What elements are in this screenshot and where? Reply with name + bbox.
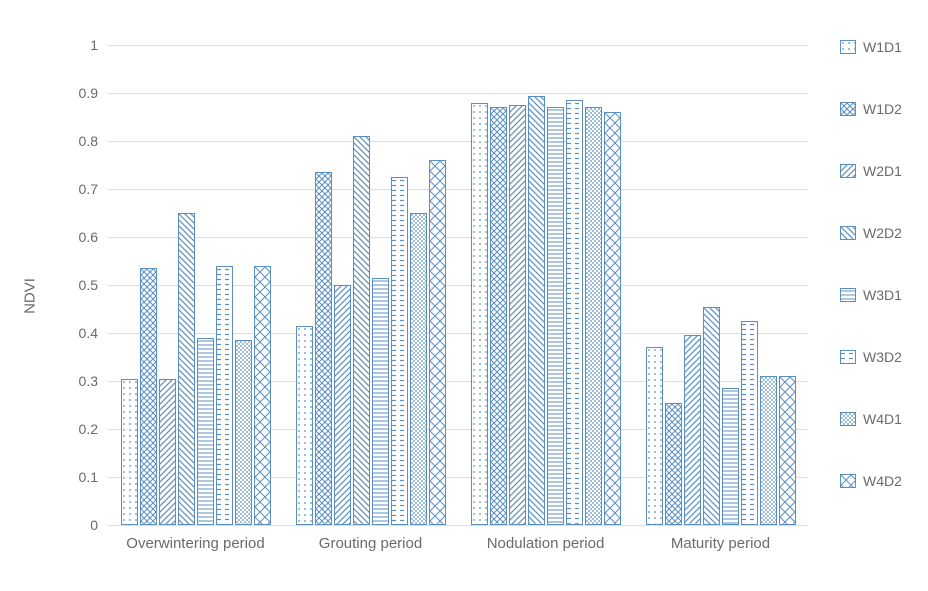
x-tick-label: Nodulation period [487,525,605,552]
bar-W1D1 [121,379,138,525]
gridline [108,189,808,190]
legend-swatch [840,474,856,488]
bar-W3D2 [391,177,408,525]
bar-W1D2 [665,403,682,525]
legend-swatch [840,288,856,302]
bar-W3D1 [372,278,389,525]
gridline [108,93,808,94]
legend-item-W4D2: W4D2 [840,474,902,488]
x-tick-label: Overwintering period [126,525,264,552]
bar-W1D1 [646,347,663,525]
bar-W2D1 [684,335,701,525]
gridline [108,45,808,46]
gridline [108,285,808,286]
bar-W1D2 [315,172,332,525]
bar-W4D2 [604,112,621,525]
legend-label: W2D1 [863,163,902,179]
legend-swatch [840,412,856,426]
bar-W4D2 [779,376,796,525]
bar-W1D2 [140,268,157,525]
legend-label: W3D1 [863,287,902,303]
bar-W2D2 [178,213,195,525]
y-axis-label: NDVI [22,278,39,314]
bar-W1D1 [296,326,313,525]
y-tick-label: 0.7 [79,181,108,197]
y-tick-label: 0.5 [79,277,108,293]
legend-label: W1D2 [863,101,902,117]
x-tick-label: Grouting period [319,525,422,552]
y-tick-label: 0.1 [79,469,108,485]
gridline [108,237,808,238]
bar-W4D1 [760,376,777,525]
plot-area: 00.10.20.30.40.50.60.70.80.91Overwinteri… [108,45,808,526]
x-tick-label: Maturity period [671,525,770,552]
legend-swatch [840,40,856,54]
legend-item-W3D1: W3D1 [840,288,902,302]
y-tick-label: 0.9 [79,85,108,101]
bar-W4D1 [585,107,602,525]
legend-label: W1D1 [863,39,902,55]
bar-W4D1 [235,340,252,525]
y-tick-label: 0.4 [79,325,108,341]
ndvi-bar-chart: NDVI 00.10.20.30.40.50.60.70.80.91Overwi… [0,0,928,591]
y-tick-label: 0.2 [79,421,108,437]
bar-W2D2 [528,96,545,525]
bar-W4D1 [410,213,427,525]
legend-item-W1D2: W1D2 [840,102,902,116]
legend-label: W4D2 [863,473,902,489]
y-tick-label: 0.6 [79,229,108,245]
bar-W4D2 [429,160,446,525]
legend-item-W2D2: W2D2 [840,226,902,240]
legend-item-W3D2: W3D2 [840,350,902,364]
bar-W3D2 [216,266,233,525]
legend-swatch [840,102,856,116]
legend-label: W2D2 [863,225,902,241]
bar-W1D2 [490,107,507,525]
y-tick-label: 0.8 [79,133,108,149]
bar-W3D1 [722,388,739,525]
y-tick-label: 0 [90,517,108,533]
bar-W3D1 [547,107,564,525]
bar-W1D1 [471,103,488,525]
legend-swatch [840,164,856,178]
bar-W3D1 [197,338,214,525]
legend-item-W1D1: W1D1 [840,40,902,54]
bar-W3D2 [741,321,758,525]
y-tick-label: 0.3 [79,373,108,389]
legend-swatch [840,226,856,240]
legend-item-W4D1: W4D1 [840,412,902,426]
bar-W2D2 [703,307,720,525]
legend-item-W2D1: W2D1 [840,164,902,178]
bar-W2D1 [509,105,526,525]
legend-label: W4D1 [863,411,902,427]
bar-W2D2 [353,136,370,525]
legend: W1D1 W1D2 W2D1 W2D2 W3D1 W3D2 W4D1 W4D2 [840,40,902,536]
bar-W2D1 [159,379,176,525]
bar-W2D1 [334,285,351,525]
legend-swatch [840,350,856,364]
gridline [108,141,808,142]
bar-W3D2 [566,100,583,525]
legend-label: W3D2 [863,349,902,365]
bar-W4D2 [254,266,271,525]
y-tick-label: 1 [90,37,108,53]
